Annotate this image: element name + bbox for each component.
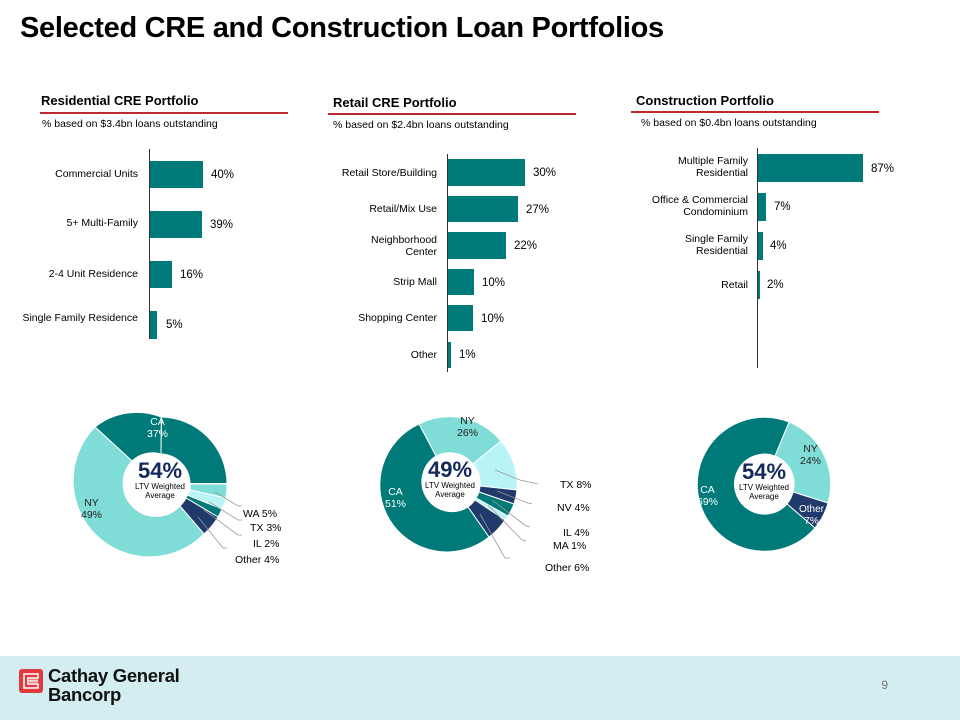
residential-axis bbox=[149, 149, 150, 339]
bar bbox=[448, 232, 506, 259]
residential-donut: 54% LTV Weighted Average CA 37% NY 49% WA … bbox=[65, 407, 295, 577]
callout-other: Other 6% bbox=[545, 562, 590, 574]
callout-il: IL 4% bbox=[563, 527, 590, 539]
slice-label-ny: NY 26% bbox=[457, 415, 479, 439]
company-name-line1: Cathay General bbox=[48, 665, 180, 686]
bar bbox=[150, 261, 172, 288]
page-number: 9 bbox=[881, 678, 888, 692]
cathay-logo-icon bbox=[19, 669, 43, 693]
bar bbox=[448, 305, 473, 331]
bar-label: Retail bbox=[721, 279, 748, 291]
residential-title: Residential CRE Portfolio bbox=[41, 93, 199, 108]
bar-value: 30% bbox=[533, 167, 557, 179]
bar-label: Other bbox=[410, 349, 437, 361]
ltv-value: 54% bbox=[137, 458, 183, 483]
bar bbox=[758, 193, 766, 221]
retail-axis bbox=[447, 154, 448, 372]
callout-wa: WA 5% bbox=[243, 508, 278, 520]
bar-value: 87% bbox=[871, 163, 895, 175]
ltv-label-1: LTV Weighted bbox=[135, 482, 185, 491]
company-name: Cathay General Bancorp bbox=[48, 666, 180, 704]
bar-value: 5% bbox=[166, 319, 183, 331]
bar-label-text: Single Family Residence bbox=[22, 312, 138, 324]
callout-ma: MA 1% bbox=[553, 540, 587, 552]
retail-title-rule bbox=[328, 113, 576, 115]
bar-value: 7% bbox=[774, 201, 791, 213]
bar bbox=[448, 342, 451, 368]
bar-label: Neighborhood Center bbox=[371, 234, 437, 258]
bar-value: 22% bbox=[514, 240, 538, 252]
footer: Cathay General Bancorp 9 bbox=[0, 656, 960, 720]
bar-label: 2-4 Unit Residence bbox=[48, 268, 138, 280]
bar-label: Retail/Mix Use bbox=[369, 203, 437, 215]
bar-label: Single Family Residential bbox=[684, 233, 748, 257]
construction-axis bbox=[757, 148, 758, 368]
callout-tx: TX 3% bbox=[250, 522, 282, 534]
bar bbox=[150, 161, 203, 188]
bar bbox=[448, 269, 474, 295]
construction-panel: Construction Portfolio % based on $0.4bn… bbox=[631, 93, 895, 565]
construction-subtitle: % based on $0.4bn loans outstanding bbox=[641, 117, 817, 129]
construction-title-rule bbox=[631, 111, 879, 113]
company-name-line2: Bancorp bbox=[48, 684, 121, 705]
ltv-label-2: Average bbox=[145, 490, 175, 500]
bar-label: Commercial Units bbox=[55, 168, 138, 180]
bar bbox=[150, 211, 202, 238]
bar-value: 10% bbox=[481, 313, 505, 325]
bar-value: 40% bbox=[211, 169, 235, 181]
bar bbox=[150, 311, 157, 339]
residential-title-rule bbox=[40, 112, 288, 114]
ltv-value: 54% bbox=[741, 459, 787, 484]
bar bbox=[758, 271, 760, 299]
residential-subtitle: % based on $3.4bn loans outstanding bbox=[42, 118, 218, 130]
ltv-value: 49% bbox=[427, 457, 473, 482]
slice-label-ny: NY 24% bbox=[800, 443, 822, 467]
bar-label: Single Family Residence bbox=[20, 312, 138, 324]
construction-donut: 54% LTV Weighted Average CA 69% NY 24% Oth… bbox=[685, 405, 855, 565]
construction-donut-chart bbox=[696, 416, 832, 552]
callout-other: Other 4% bbox=[235, 554, 280, 566]
bar-value: 1% bbox=[459, 349, 476, 361]
retail-donut: 49% LTV Weighted Average NY 26% CA 51% TX … bbox=[365, 405, 615, 585]
slice-label-ca: CA 37% bbox=[147, 416, 169, 440]
bar-label: Office & Commercial Condominium bbox=[651, 194, 748, 218]
bar-value: 4% bbox=[770, 240, 787, 252]
slice-label-ca: CA 51% bbox=[385, 486, 407, 510]
bar-label: Shopping Center bbox=[358, 312, 437, 324]
bar-value: 27% bbox=[526, 204, 550, 216]
residential-donut-center: 54% LTV Weighted Average bbox=[115, 459, 205, 500]
bar-label: Strip Mall bbox=[393, 276, 437, 288]
retail-subtitle: % based on $2.4bn loans outstanding bbox=[333, 119, 509, 131]
slice-label-ca: CA 69% bbox=[697, 484, 719, 508]
ltv-label-1: LTV Weighted bbox=[739, 483, 789, 492]
construction-donut-center: 54% LTV Weighted Average bbox=[719, 460, 809, 501]
retail-donut-center: 49% LTV Weighted Average bbox=[405, 458, 495, 499]
callout-il: IL 2% bbox=[253, 538, 280, 550]
slice-label-ny: NY 49% bbox=[81, 497, 103, 521]
bar-value: 39% bbox=[210, 219, 234, 231]
slice-label-other: Other 7% bbox=[799, 504, 825, 527]
retail-panel: Retail CRE Portfolio % based on $2.4bn l… bbox=[328, 95, 615, 585]
callout-nv: NV 4% bbox=[557, 502, 590, 514]
bar-value: 16% bbox=[180, 269, 204, 281]
retail-title: Retail CRE Portfolio bbox=[333, 95, 457, 110]
bar bbox=[448, 196, 518, 222]
bar bbox=[758, 232, 763, 260]
construction-title: Construction Portfolio bbox=[636, 93, 774, 108]
bar bbox=[758, 154, 863, 182]
page-title: Selected CRE and Construction Loan Portf… bbox=[20, 12, 664, 44]
bar-label: 5+ Multi-Family bbox=[66, 217, 138, 229]
ltv-label-2: Average bbox=[435, 489, 465, 499]
residential-donut-chart bbox=[72, 411, 242, 558]
bar-label: Multiple Family Residential bbox=[677, 155, 748, 179]
residential-panel: Residential CRE Portfolio % based on $3.… bbox=[0, 0, 320, 600]
retail-donut-chart bbox=[379, 416, 539, 559]
ltv-label-1: LTV Weighted bbox=[425, 481, 475, 490]
callout-tx: TX 8% bbox=[560, 479, 592, 491]
bar-value: 2% bbox=[767, 279, 784, 291]
bar-label: Retail Store/Building bbox=[341, 167, 437, 179]
ltv-label-2: Average bbox=[749, 491, 779, 501]
bar-value: 10% bbox=[482, 277, 506, 289]
bar bbox=[448, 159, 525, 186]
